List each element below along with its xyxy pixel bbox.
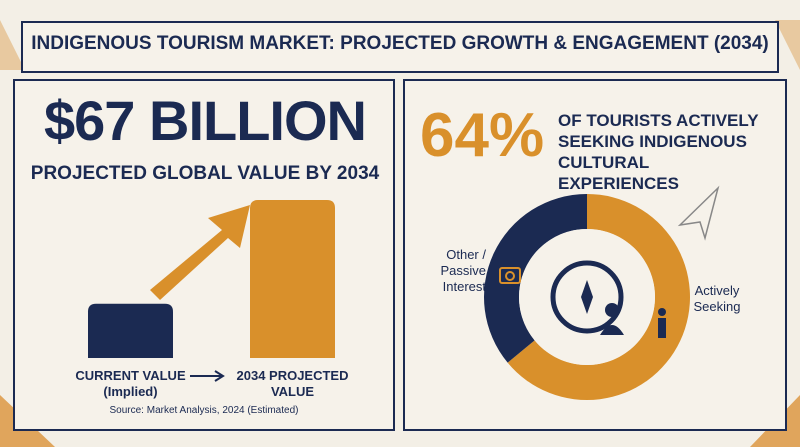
person-icon (658, 318, 666, 338)
paper-plane (677, 185, 720, 241)
bar-label: CURRENT VALUE (Implied) (75, 368, 186, 399)
compass-icon (550, 260, 624, 334)
flow-arrow-head (214, 370, 225, 382)
title-box (21, 21, 779, 73)
person-icon (658, 308, 666, 316)
person-icon (600, 325, 624, 335)
title: INDIGENOUS TOURISM MARKET: PROJECTED GRO… (31, 33, 769, 54)
donut-label: Other / Passive Interest (440, 247, 486, 294)
headline: $67 BILLION (44, 89, 367, 152)
donut-segment (483, 194, 587, 363)
bar (250, 200, 335, 358)
subtitle: PROJECTED GLOBAL VALUE BY 2034 (30, 163, 380, 184)
source: Source: Market Analysis, 2024 (Estimated… (109, 405, 299, 416)
corner-deco (0, 20, 25, 70)
compass-needle (581, 280, 593, 314)
bar (88, 303, 173, 358)
donut-label: Actively Seeking (693, 283, 741, 314)
camera-icon (499, 267, 521, 284)
corner-deco (775, 20, 800, 70)
person-icon (605, 303, 619, 317)
stat-text: OF TOURISTS ACTIVELY SEEKING INDIGENOUS … (558, 111, 759, 193)
camera-lens (505, 271, 515, 281)
donut-segment (507, 194, 690, 400)
bar-group (88, 200, 335, 358)
growth-arrow (150, 205, 250, 300)
percent-headline: 64% (420, 101, 545, 170)
bar-label: 2034 PROJECTED VALUE (236, 368, 349, 399)
